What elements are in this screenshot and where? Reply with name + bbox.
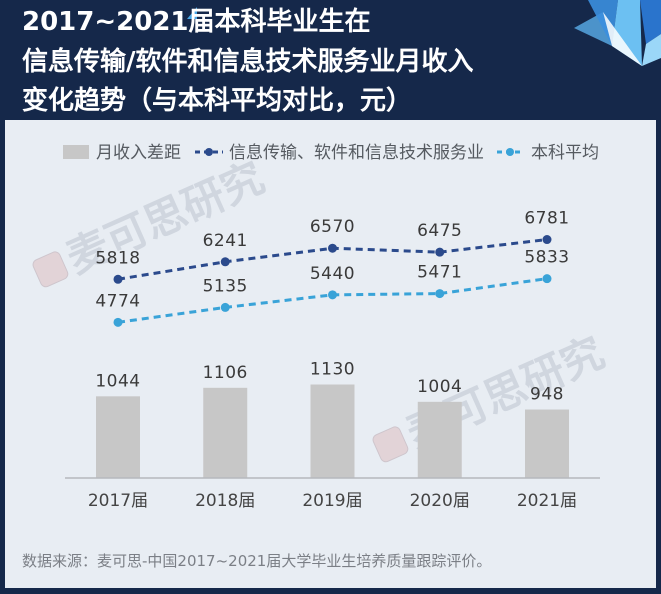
title-line-1: 2017~2021届本科毕业生在 [22,7,371,37]
x-tick-label-1: 2018届 [195,491,255,511]
x-tick-label-4: 2021届 [517,491,577,511]
income-gap-bar-value-label-0: 1044 [95,371,140,391]
legend-swatch-income-gap [63,145,89,159]
x-axis-ticks: 2017届 2018届 2019届 2020届 2021届 [88,491,577,511]
income-gap-bar-3 [417,401,462,478]
title-line-3: 变化趋势（与本科平均对比，元） [22,86,413,116]
industry-value-label-4: 6781 [524,209,569,229]
industry-value-label-0: 5818 [95,248,140,268]
income-gap-bar-value-label-1: 1106 [203,363,248,383]
header-crystal-shard [603,12,642,66]
undergrad-average-value-label-0: 4774 [95,291,140,311]
legend-dot-industry [205,148,213,156]
header-decoration [187,0,661,66]
industry-point-2 [328,243,337,253]
data-labels-layer: 1044 1106 1130 1004 948 5818 6241 6570 6475 6781 4… [95,209,569,405]
bars-layer [96,384,569,478]
undergrad-average-value-label-1: 5135 [203,276,248,296]
header-crystal-shard [640,0,661,44]
undergrad-average-point-4 [542,274,552,284]
income-gap-bar-1 [203,387,248,478]
undergrad-average-point-3 [435,289,445,299]
undergrad-average-point-2 [328,290,337,300]
header-small-triangle [187,7,197,19]
legend-label-undergrad-average: 本科平均 [531,143,599,163]
industry-value-label-2: 6570 [310,217,355,237]
undergrad-average-value-label-2: 5440 [310,264,355,284]
x-tick-label-2: 2019届 [302,491,362,511]
undergrad-average-point-1 [220,302,230,312]
title-line-2: 信息传输/软件和信息技术服务业月收入 [22,47,474,77]
income-gap-bar-4 [525,409,569,478]
income-gap-bar-value-label-2: 1130 [310,360,355,380]
legend-label-income-gap: 月收入差距 [96,143,181,163]
undergrad-average-point-0 [113,317,123,327]
industry-value-label-3: 6475 [417,221,462,241]
x-tick-label-0: 2017届 [88,491,148,511]
undergrad-average-value-label-4: 5833 [524,248,569,268]
undergrad-average-value-label-3: 5471 [417,263,462,283]
industry-point-1 [220,257,230,267]
x-tick-label-3: 2020届 [410,491,470,511]
industry-point-0 [113,274,123,284]
data-source-note: 数据来源：麦可思-中国2017~2021届大学毕业生培养质量跟踪评价。 [22,552,492,570]
undergrad-average-series-line [117,277,548,324]
income-gap-bar-value-label-4: 948 [530,385,564,405]
industry-value-label-1: 6241 [203,231,248,251]
income-gap-bar-value-label-3: 1004 [417,377,462,397]
legend-dot-undergrad-average [506,148,514,156]
income-gap-bar-2 [310,384,355,478]
industry-point-4 [542,235,552,245]
chart-title: 2017~2021届本科毕业生在 信息传输/软件和信息技术服务业月收入 变化趋势… [0,0,661,119]
legend-label-industry: 信息传输、软件和信息技术服务业 [229,143,484,163]
industry-point-3 [435,247,445,257]
chart-legend: 月收入差距 信息传输、软件和信息技术服务业 本科平均 [63,143,599,163]
header-crystal-shard [642,34,661,66]
chart-panel [5,120,656,588]
income-gap-bar-0 [96,396,140,478]
lines-layer [113,235,552,327]
